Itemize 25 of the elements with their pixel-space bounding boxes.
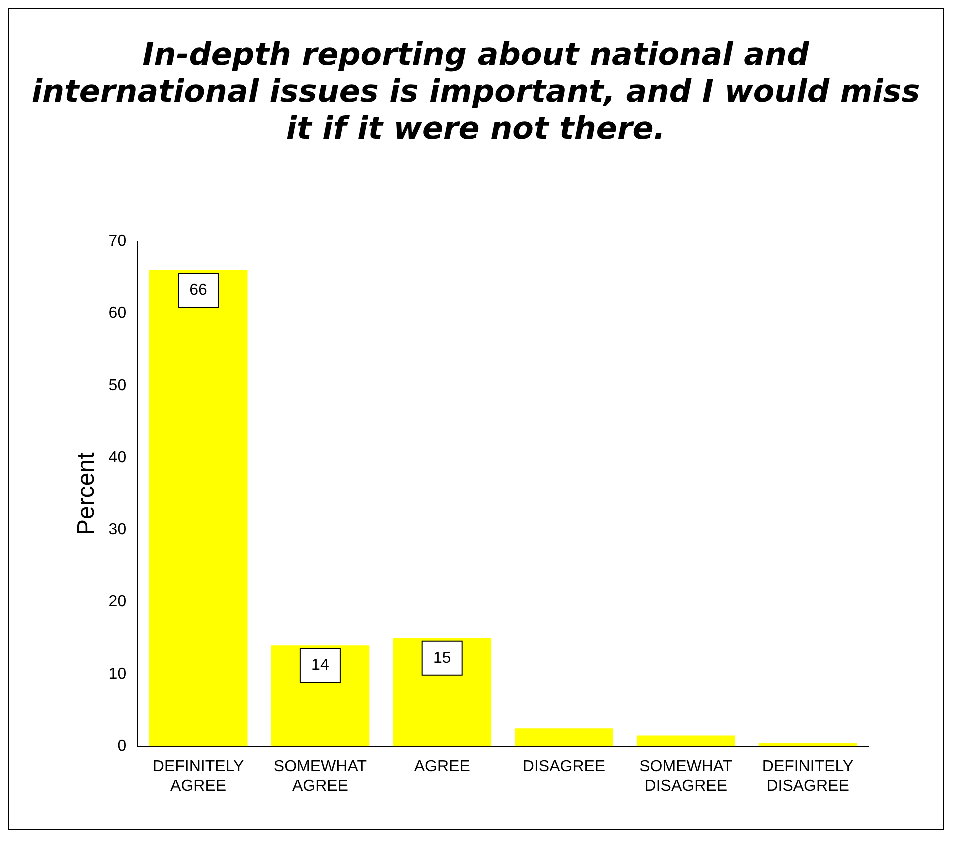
bar — [758, 742, 858, 746]
bar — [271, 645, 370, 746]
x-tick-label: AGREE — [414, 758, 470, 776]
y-tick-label: 70 — [108, 232, 127, 250]
x-tick-label: SOMEWHAT DISAGREE — [640, 758, 733, 794]
y-tick-label: 10 — [108, 665, 127, 682]
y-tick-label: 30 — [108, 521, 127, 538]
y-tick-label: 40 — [108, 448, 127, 466]
y-tick-label: 0 — [118, 738, 127, 755]
bar — [149, 270, 248, 746]
data-label: 14 — [312, 656, 330, 674]
data-label: 66 — [190, 281, 208, 298]
bar — [393, 638, 492, 746]
bar — [515, 728, 614, 746]
y-tick-label: 20 — [108, 593, 127, 610]
y-tick-label: 50 — [108, 376, 127, 394]
y-tick-label: 60 — [108, 304, 127, 322]
x-tick-label: DEFINITELY AGREE — [152, 758, 245, 794]
x-tick-label: DEFINITELY DISAGREE — [762, 758, 854, 794]
chart-title: In-depth reporting about national and international issues is important, and I would miss it if it were not there. — [30, 36, 922, 149]
y-axis-title: Percent — [73, 452, 100, 536]
x-tick-label: SOMEWHAT AGREE — [274, 758, 368, 794]
bar — [636, 735, 736, 746]
data-label: 15 — [433, 649, 452, 666]
x-tick-label: DISAGREE — [522, 758, 606, 776]
